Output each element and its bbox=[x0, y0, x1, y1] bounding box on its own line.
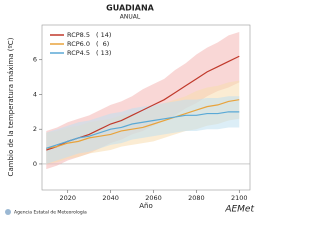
y-axis-label: Cambio de la temperatura máxima (ºC) bbox=[7, 37, 15, 176]
line bbox=[46, 111, 240, 149]
legend-count: ( 14) bbox=[96, 31, 111, 39]
y-tick-label: 2 bbox=[33, 125, 37, 133]
chart-title: GUADIANA bbox=[106, 4, 155, 13]
x-axis-label: Año bbox=[139, 202, 153, 210]
band bbox=[46, 96, 240, 164]
line bbox=[46, 99, 240, 149]
x-tick-label: 2040 bbox=[102, 194, 119, 202]
chart-subtitle: ANUAL bbox=[120, 14, 141, 21]
footer: Agencia Estatal de Meteorología bbox=[14, 209, 87, 216]
x-tick-label: 2060 bbox=[145, 194, 162, 202]
y-tick-label: 4 bbox=[33, 90, 37, 98]
y-tick-label: 0 bbox=[33, 160, 37, 168]
x-tick-label: 2100 bbox=[231, 194, 248, 202]
logo: AEMet bbox=[224, 205, 254, 215]
legend-label: RCP8.5 bbox=[67, 31, 90, 39]
legend-count: ( 13) bbox=[96, 49, 111, 57]
x-tick-label: 2080 bbox=[188, 194, 205, 202]
y-tick-label: 6 bbox=[33, 56, 37, 64]
chart: GUADIANA ANUAL Cambio de la temperatura … bbox=[5, 3, 255, 216]
legend-label: RCP6.0 bbox=[67, 40, 90, 48]
legend-label: RCP4.5 bbox=[67, 49, 90, 57]
footer-icon bbox=[5, 209, 11, 215]
legend-count: ( 6) bbox=[96, 40, 109, 48]
x-tick-label: 2020 bbox=[59, 194, 76, 202]
